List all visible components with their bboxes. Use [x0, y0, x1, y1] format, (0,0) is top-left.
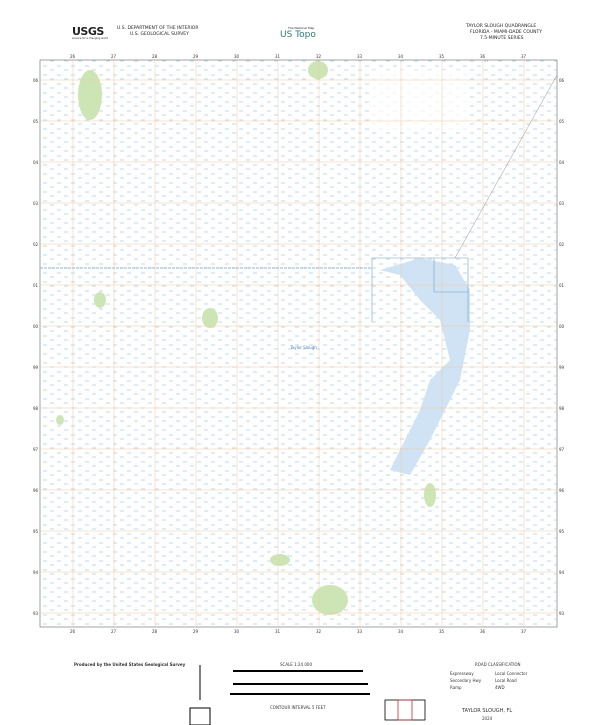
bottom-grid-label: 36 — [480, 629, 486, 634]
left-grid-label: 06 — [33, 78, 39, 83]
right-grid-label: 97 — [559, 447, 565, 452]
bottom-grid-label: 26 — [70, 629, 76, 634]
right-grid-label: 06 — [559, 78, 565, 83]
quad-name-footer: TAYLOR SLOUGH, FL — [462, 708, 513, 714]
right-grid-label: 96 — [559, 488, 565, 493]
right-grid-label: 95 — [559, 529, 565, 534]
right-grid-label: 93 — [559, 611, 565, 616]
contour-note: CONTOUR INTERVAL 5 FEET — [270, 705, 326, 710]
survey-label: U.S. GEOLOGICAL SURVEY — [130, 32, 189, 37]
legend-title: ROAD CLASSIFICATION — [475, 662, 521, 667]
bottom-grid-label: 35 — [439, 629, 445, 634]
usgs-tagline: science for a changing world — [72, 37, 108, 40]
right-grid-label: 02 — [559, 242, 565, 247]
top-grid-label: 33 — [357, 54, 363, 59]
feature-label: Taylor Slough — [290, 345, 317, 350]
bottom-grid-label: 33 — [357, 629, 363, 634]
left-grid-label: 93 — [33, 611, 39, 616]
right-grid-label: 03 — [559, 201, 565, 206]
top-grid-label: 28 — [152, 54, 158, 59]
bottom-grid-label: 37 — [521, 629, 527, 634]
left-grid-label: 98 — [33, 406, 39, 411]
legend-item: Expressway — [450, 671, 474, 676]
legend-item: Ramp — [450, 685, 462, 690]
right-grid-label: 94 — [559, 570, 565, 575]
legend-item: Secondary Hwy — [450, 678, 482, 683]
bottom-grid-label: 32 — [316, 629, 322, 634]
left-grid-label: 03 — [33, 201, 39, 206]
left-grid-label: 04 — [33, 160, 39, 165]
left-grid-label: 94 — [33, 570, 39, 575]
left-grid-label: 05 — [33, 119, 39, 124]
top-grid-label: 37 — [521, 54, 527, 59]
dept-label: U.S. DEPARTMENT OF THE INTERIOR — [117, 26, 199, 31]
left-grid-label: 01 — [33, 283, 39, 288]
boundary-box — [371, 257, 469, 322]
quad-series: 7.5-MINUTE SERIES — [480, 36, 524, 41]
year-label: 2024 — [482, 716, 493, 721]
right-grid-label: 99 — [559, 365, 565, 370]
right-grid-label: 00 — [559, 324, 565, 329]
top-grid-label: 30 — [234, 54, 240, 59]
top-grid-label: 34 — [398, 54, 404, 59]
slough-water — [380, 258, 470, 475]
top-grid-label: 36 — [480, 54, 486, 59]
legend-item: 4WD — [495, 685, 505, 690]
grid-lines — [40, 60, 557, 627]
left-grid-label: 97 — [33, 447, 39, 452]
bottom-grid-label: 34 — [398, 629, 404, 634]
right-grid-label: 04 — [559, 160, 565, 165]
left-grid-label: 99 — [33, 365, 39, 370]
diagonal-line — [454, 74, 558, 259]
bottom-grid-label: 28 — [152, 629, 158, 634]
right-grid-label: 05 — [559, 119, 565, 124]
left-grid-label: 00 — [33, 324, 39, 329]
legend-item: Local Connector — [495, 671, 528, 676]
vegetation-areas — [56, 61, 436, 615]
top-grid-label: 35 — [439, 54, 445, 59]
bottom-grid-label: 27 — [111, 629, 117, 634]
top-grid-label: 29 — [193, 54, 199, 59]
legend-item: Local Road — [495, 678, 517, 683]
right-grid-label: 98 — [559, 406, 565, 411]
scale-label: SCALE 1:24 000 — [280, 662, 312, 667]
left-grid-label: 96 — [33, 488, 39, 493]
bottom-grid-label: 30 — [234, 629, 240, 634]
ustopo-tag: The National Map — [288, 26, 315, 30]
quad-state: FLORIDA - MIAMI-DADE COUNTY — [470, 30, 543, 35]
marsh-pattern — [40, 60, 557, 627]
top-grid-label: 32 — [316, 54, 322, 59]
bottom-grid-label: 29 — [193, 629, 199, 634]
top-grid-label: 31 — [275, 54, 281, 59]
left-grid-label: 95 — [33, 529, 39, 534]
ustopo-logo: US Topo — [280, 30, 316, 40]
right-grid-label: 01 — [559, 283, 565, 288]
bottom-grid-label: 31 — [275, 629, 281, 634]
usgs-logo: USGS — [72, 25, 104, 38]
top-grid-label: 27 — [111, 54, 117, 59]
left-grid-label: 02 — [33, 242, 39, 247]
produced-by: Produced by the United States Geological… — [74, 662, 186, 667]
top-grid-label: 26 — [70, 54, 76, 59]
quad-title: TAYLOR SLOUGH QUADRANGLE — [466, 24, 537, 29]
